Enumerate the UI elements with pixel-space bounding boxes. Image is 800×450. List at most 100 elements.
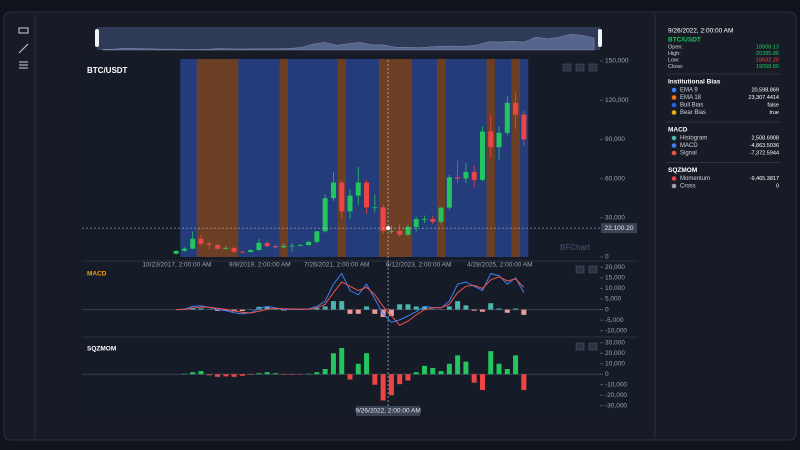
candle-body xyxy=(413,219,419,227)
bias-band xyxy=(196,59,206,257)
bias-band xyxy=(180,59,189,257)
momentum-bar xyxy=(446,363,452,375)
tool-rect[interactable] xyxy=(18,27,29,34)
bias-band xyxy=(445,59,454,257)
candle-body xyxy=(314,231,320,242)
legend-dot xyxy=(671,135,677,141)
y-tick-label: 0 xyxy=(605,254,609,261)
candle-body xyxy=(504,102,510,133)
histogram-bar xyxy=(322,306,328,310)
ohlc-label: High: xyxy=(668,51,681,57)
candle-body xyxy=(521,114,527,140)
histogram-bar xyxy=(239,309,245,312)
bias-band xyxy=(337,59,347,257)
momentum-bar xyxy=(264,372,270,375)
y-tick-label: 10,000 xyxy=(605,285,625,292)
info-symbol: BTC/USDT xyxy=(668,37,701,44)
candle-body xyxy=(264,242,270,247)
tool-menu[interactable] xyxy=(19,61,28,69)
bias-band xyxy=(312,59,322,257)
ohlc-label: Low: xyxy=(668,57,680,63)
maximize-button[interactable] xyxy=(588,63,598,72)
momentum-bar xyxy=(504,369,510,375)
candle-body xyxy=(272,246,278,248)
tool-line[interactable] xyxy=(18,43,29,54)
legend-value: 23,307.4414 xyxy=(748,95,779,101)
candle-body xyxy=(215,244,221,249)
momentum-bar xyxy=(322,369,328,375)
minimize-button[interactable] xyxy=(562,63,572,72)
momentum-bar xyxy=(289,374,295,375)
info-date: 9/26/2022, 2:00:00 AM xyxy=(668,28,733,35)
bias-band xyxy=(511,59,521,257)
legend-value: 20,598.869 xyxy=(751,87,779,93)
bias-band xyxy=(279,59,289,257)
minimize-button[interactable] xyxy=(575,265,585,274)
restore-button[interactable] xyxy=(588,265,598,274)
momentum-bar xyxy=(479,374,485,390)
momentum-bar xyxy=(471,374,477,383)
histogram-bar xyxy=(372,309,378,314)
legend-value: -4,863.5036 xyxy=(750,143,779,149)
histogram-bar xyxy=(405,304,411,310)
section-title: MACD xyxy=(668,127,688,134)
histogram-bar xyxy=(314,308,320,310)
histogram-bar xyxy=(446,306,452,310)
restore-button[interactable] xyxy=(588,342,598,351)
crosshair-price-label: 22,100.20 xyxy=(605,225,634,232)
bias-band xyxy=(188,59,198,257)
momentum-bar xyxy=(239,374,245,376)
minimize-button[interactable] xyxy=(575,342,585,351)
momentum-bar xyxy=(455,355,461,375)
momentum-bar xyxy=(463,361,469,375)
section-title: Institutional Bias xyxy=(668,79,721,86)
toolbar xyxy=(18,27,29,69)
bias-band xyxy=(428,59,438,257)
legend-name: Cross xyxy=(680,184,696,190)
legend-dot xyxy=(671,110,677,115)
navigator-area xyxy=(102,34,595,51)
histogram-bar xyxy=(422,306,428,310)
bias-band xyxy=(263,59,272,257)
restore-button[interactable] xyxy=(575,63,585,72)
candle-body xyxy=(438,207,444,222)
candle-body xyxy=(297,245,303,246)
momentum-bar xyxy=(413,372,419,375)
y-tick-label: -5,000 xyxy=(605,317,624,324)
ohlc-value: 19058.80 xyxy=(756,64,779,70)
bias-band xyxy=(271,59,280,257)
legend-name: EMA 18 xyxy=(680,95,702,101)
candle-body xyxy=(322,198,328,232)
bias-band xyxy=(362,59,371,257)
candle-body xyxy=(364,182,370,208)
candle-body xyxy=(463,172,469,179)
bias-band xyxy=(436,59,446,257)
momentum-bar xyxy=(306,373,312,375)
candle-body xyxy=(388,230,394,232)
momentum-bar xyxy=(281,374,287,375)
y-tick-label: 20,000 xyxy=(605,264,625,271)
histogram-bar xyxy=(198,308,204,310)
watermark: BFChart xyxy=(560,243,591,252)
histogram-bar xyxy=(339,301,345,310)
histogram-bar xyxy=(479,309,485,312)
navigator-handle[interactable] xyxy=(598,29,602,47)
navigator[interactable] xyxy=(97,27,600,50)
ohlc-value: 20385.86 xyxy=(756,51,779,57)
legend-dot xyxy=(671,102,677,108)
candle-body xyxy=(281,245,287,248)
momentum-bar xyxy=(215,374,221,377)
legend-value: -9,465.3817 xyxy=(750,176,779,182)
y-tick-label: 10,000 xyxy=(605,360,625,367)
histogram-bar xyxy=(413,306,419,310)
y-tick-label: 30,000 xyxy=(605,215,625,222)
candle-body xyxy=(380,207,386,231)
histogram-bar xyxy=(347,309,353,314)
candle-body xyxy=(289,245,295,247)
x-tick-label: 7/26/2021, 2:00:00 AM xyxy=(304,262,369,269)
candle-body xyxy=(479,131,485,180)
momentum-bar xyxy=(513,355,519,375)
navigator-handle[interactable] xyxy=(95,29,99,47)
y-tick-label: 90,000 xyxy=(605,136,625,143)
x-tick-label: 4/28/2025, 2:00:00 AM xyxy=(467,262,532,269)
